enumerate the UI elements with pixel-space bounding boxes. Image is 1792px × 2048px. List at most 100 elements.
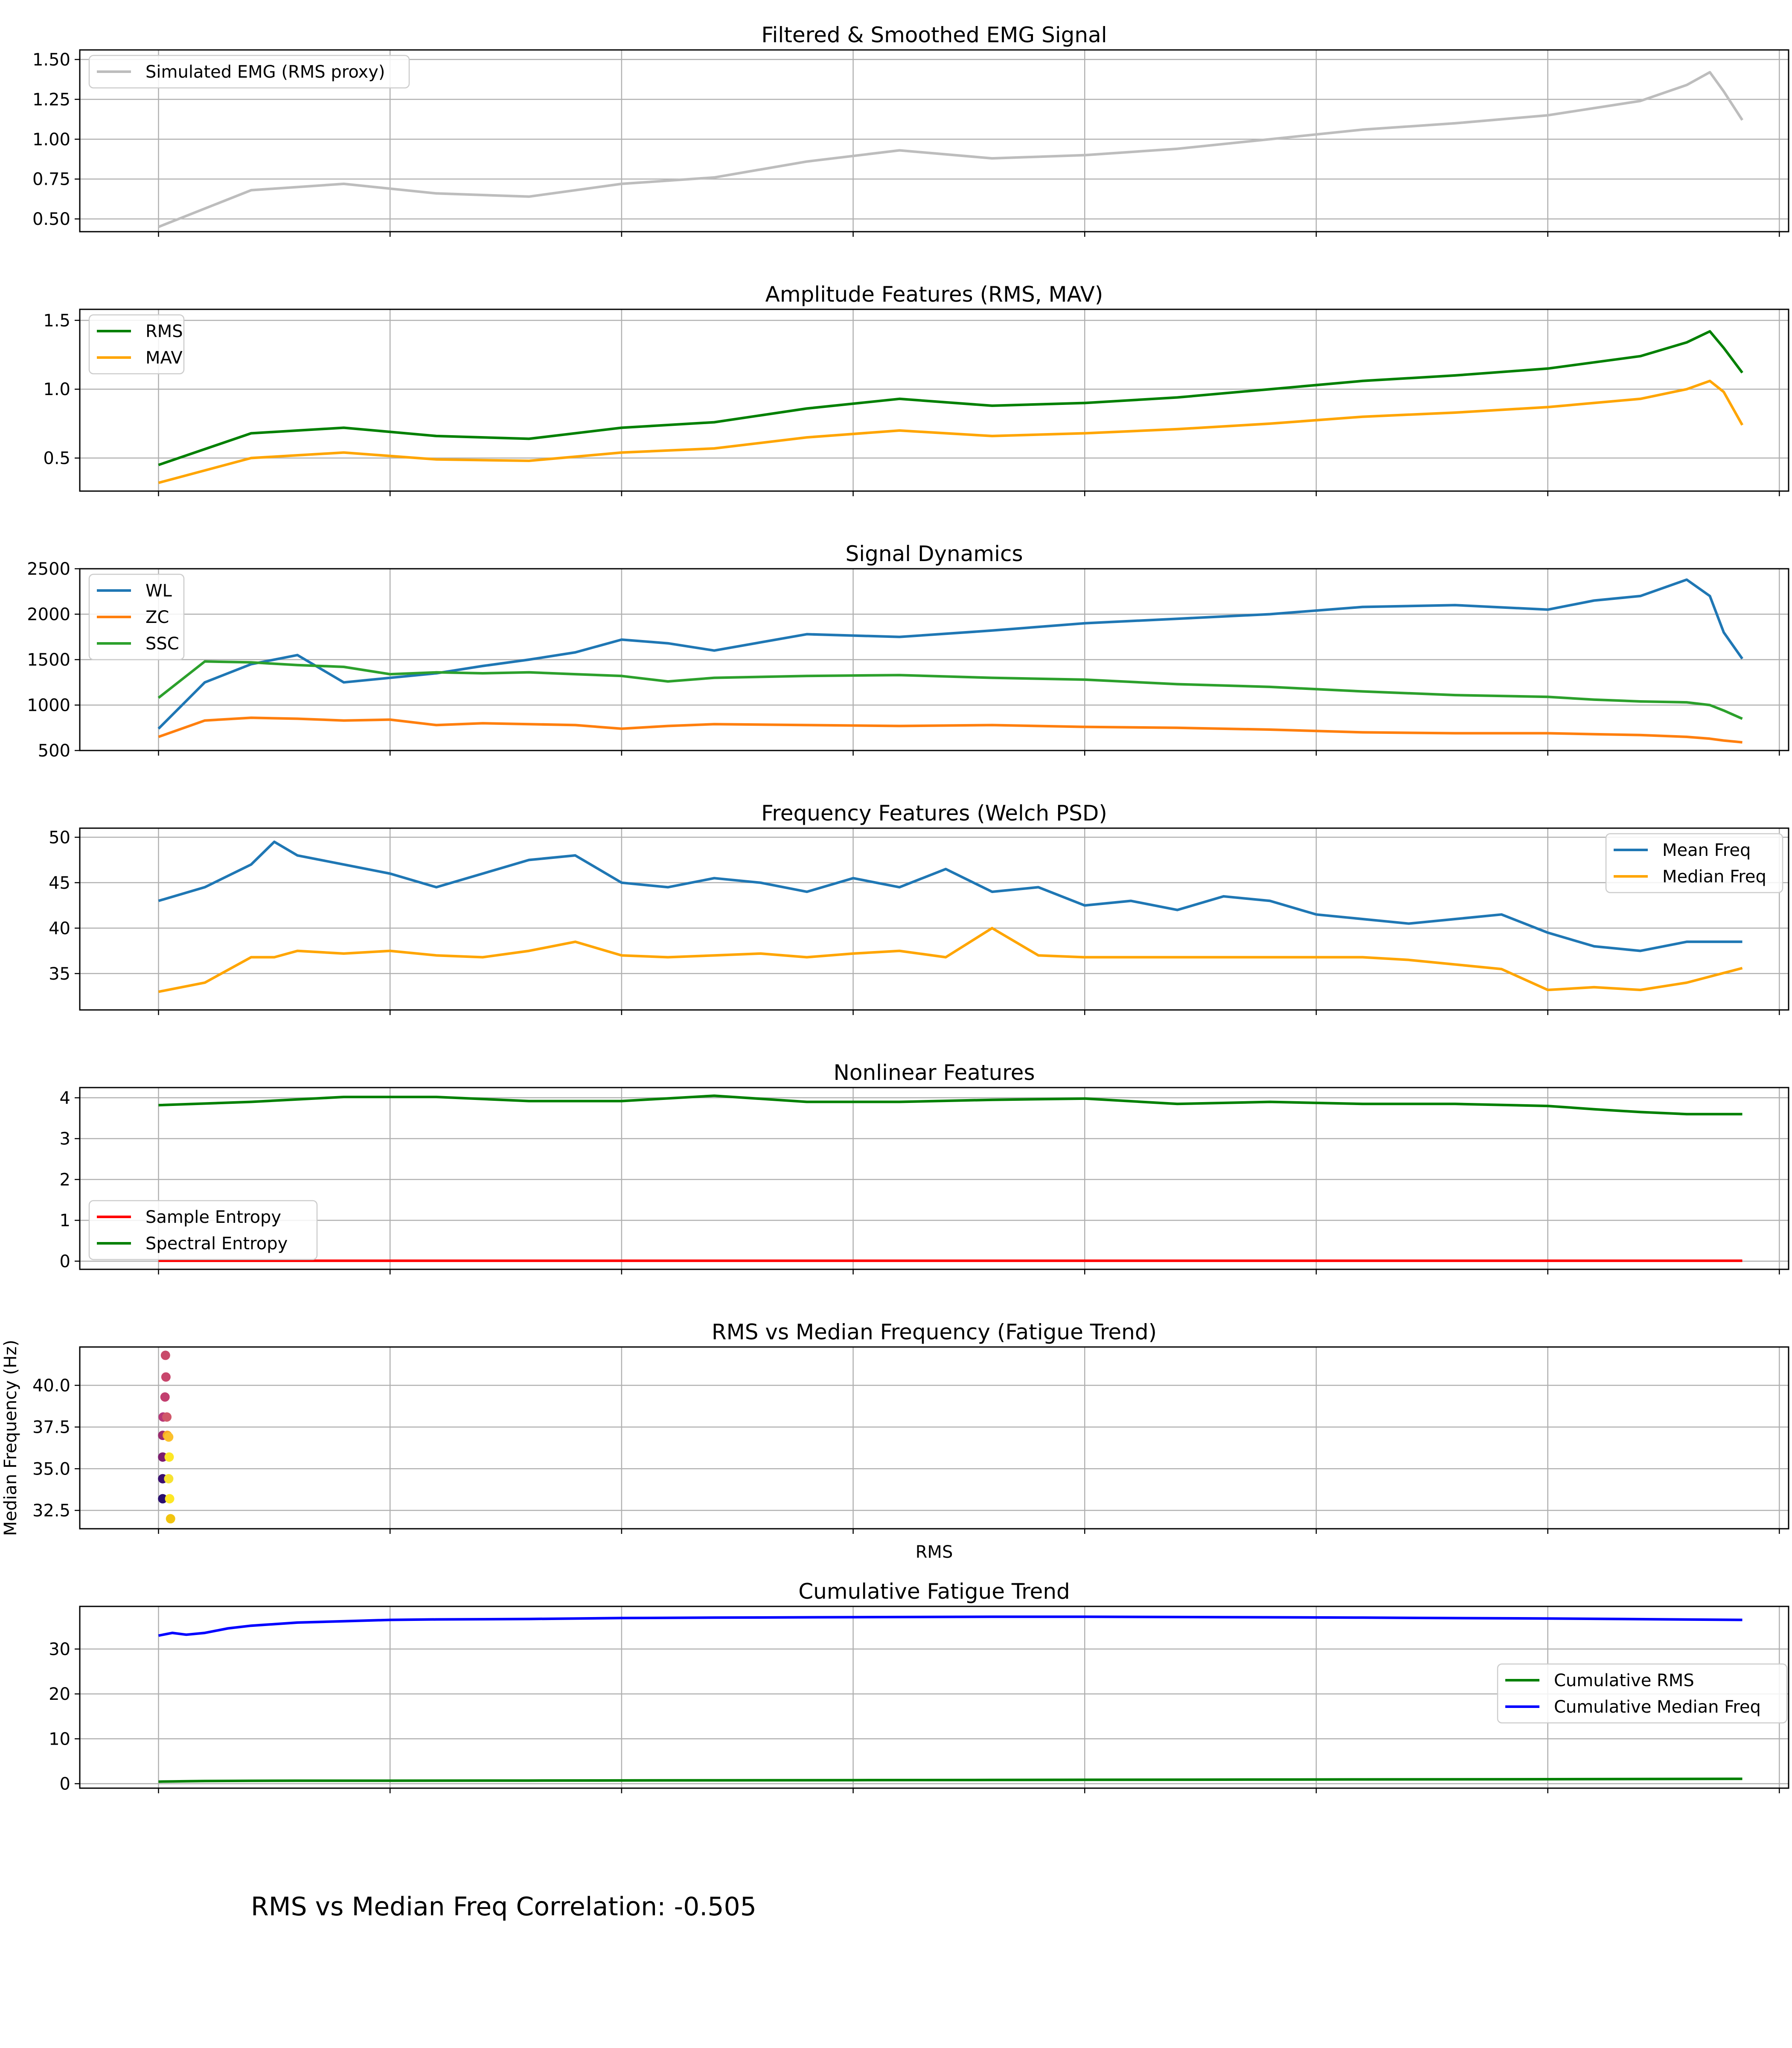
- series-line: [158, 927, 1743, 993]
- axes-frame: [79, 1346, 1789, 1530]
- y-tick-label: 40.0: [32, 1376, 70, 1396]
- axes-frame: [79, 49, 1789, 233]
- chart-panel-5: Nonlinear Features 0 1 2 3 4 Sample Entropy Spe…: [60, 1060, 1789, 1274]
- series-line: [158, 1615, 1743, 1637]
- series-line: [158, 330, 1743, 466]
- grid: [80, 1088, 1789, 1269]
- grid: [80, 50, 1789, 232]
- legend-label: Cumulative Median Freq: [1554, 1697, 1761, 1717]
- y-tick-label: 45: [49, 873, 70, 893]
- axes-frame: [79, 568, 1789, 751]
- legend-label: Simulated EMG (RMS proxy): [145, 62, 385, 82]
- axes-frame: [79, 308, 1789, 492]
- chart-title: Filtered & Smoothed EMG Signal: [761, 23, 1107, 47]
- legend: Mean Freq Median Freq: [1605, 833, 1783, 893]
- scatter-point: [161, 1372, 171, 1382]
- axes-frame: [79, 827, 1789, 1011]
- scatter-point: [160, 1350, 170, 1360]
- legend-label: Mean Freq: [1662, 841, 1751, 860]
- legend-frame: [88, 573, 185, 660]
- y-tick-label: 1.0: [43, 380, 70, 399]
- series-line: [158, 379, 1744, 484]
- legend-label: MAV: [145, 348, 183, 368]
- axes-frame: [79, 1087, 1789, 1270]
- chart-panel-1: Filtered & Smoothed EMG Signal 0.50 0.75 1.…: [32, 23, 1789, 237]
- y-tick-label: 1500: [27, 650, 70, 670]
- y-tick-label: 0.50: [32, 209, 70, 229]
- scatter-point: [166, 1514, 175, 1524]
- series-line: [157, 578, 1743, 730]
- scatter-point: [158, 1494, 168, 1504]
- legend: Cumulative RMS Cumulative Median Freq: [1497, 1663, 1788, 1724]
- y-tick-label: 50: [49, 828, 70, 847]
- chart-panel-3: Signal Dynamics 500 1000 1500 2000 2500 WL ZC SS…: [27, 541, 1789, 761]
- y-tick-label: 1.00: [32, 130, 70, 149]
- scatter-point: [162, 1412, 172, 1422]
- legend-label: Spectral Entropy: [145, 1234, 288, 1254]
- legend-label: Median Freq: [1662, 867, 1766, 887]
- grid: [80, 309, 1789, 491]
- legend: Simulated EMG (RMS proxy): [88, 55, 410, 89]
- legend-label: Sample Entropy: [145, 1207, 281, 1227]
- series-line: [158, 841, 1743, 952]
- scatter-point: [164, 1432, 174, 1442]
- scatter-point: [165, 1494, 175, 1504]
- legend: WL ZC SSC: [88, 573, 185, 660]
- legend-frame: [88, 1200, 318, 1260]
- y-tick-label: 35.0: [32, 1459, 70, 1479]
- grid: [80, 1606, 1789, 1788]
- legend-label: Cumulative RMS: [1554, 1671, 1694, 1690]
- chart-title: Amplitude Features (RMS, MAV): [765, 282, 1103, 307]
- legend-frame: [1497, 1663, 1788, 1724]
- series-line: [157, 660, 1743, 720]
- scatter-point: [164, 1452, 174, 1462]
- y-tick-label: 1000: [27, 696, 70, 716]
- legend-frame: [88, 55, 410, 89]
- series-line: [158, 71, 1744, 228]
- y-tick-label: 40: [49, 919, 70, 938]
- y-tick-label: 10: [49, 1729, 70, 1749]
- y-tick-label: 35: [49, 964, 70, 984]
- chart-panel-7: Cumulative Fatigue Trend 0 10 20 30 Cumulativ…: [49, 1579, 1789, 1794]
- y-tick-label: 1.50: [32, 50, 70, 70]
- chart-panel-4: Frequency Features (Welch PSD) 35 40 45 50 Me…: [49, 801, 1789, 1015]
- series-line: [158, 1777, 1743, 1783]
- y-tick-label: 2000: [27, 605, 70, 625]
- y-tick-label: 0: [60, 1774, 70, 1794]
- scatter-point: [164, 1474, 174, 1484]
- legend: Sample Entropy Spectral Entropy: [88, 1200, 318, 1260]
- y-tick-label: 2500: [27, 559, 70, 579]
- y-tick-label: 3: [60, 1129, 70, 1149]
- y-tick-label: 37.5: [32, 1418, 70, 1437]
- scatter-point: [160, 1392, 170, 1402]
- y-tick-label: 1: [60, 1211, 70, 1231]
- chart-title: Nonlinear Features: [834, 1060, 1035, 1085]
- chart-panel-6: RMS vs Median Frequency (Fatigue Trend) 3…: [1, 1320, 1789, 1562]
- y-tick-label: 0.5: [43, 449, 70, 468]
- y-tick-label: 0: [60, 1252, 70, 1271]
- chart-title: RMS vs Median Frequency (Fatigue Trend): [712, 1320, 1157, 1344]
- legend-frame: [88, 314, 185, 375]
- legend-label: RMS: [145, 322, 183, 341]
- y-tick-label: 32.5: [32, 1501, 70, 1521]
- axes-frame: [79, 1606, 1789, 1789]
- chart-title: Frequency Features (Welch PSD): [761, 801, 1107, 826]
- y-tick-label: 500: [38, 741, 70, 761]
- chart-title: Cumulative Fatigue Trend: [798, 1579, 1070, 1604]
- y-axis-label: Median Frequency (Hz): [1, 1340, 20, 1536]
- grid: [80, 828, 1789, 1010]
- y-tick-label: 4: [60, 1088, 70, 1108]
- legend-frame: [1605, 833, 1783, 893]
- legend-label: ZC: [145, 608, 169, 627]
- correlation-annotation: RMS vs Median Freq Correlation: -0.505: [251, 1892, 756, 1922]
- scatter-point: [158, 1452, 168, 1462]
- series-line: [158, 716, 1743, 744]
- y-tick-label: 2: [60, 1170, 70, 1190]
- y-tick-label: 1.25: [32, 90, 70, 110]
- chart-title: Signal Dynamics: [845, 541, 1023, 566]
- grid: [80, 1347, 1789, 1529]
- x-axis-label: RMS: [916, 1542, 953, 1562]
- y-tick-label: 0.75: [32, 170, 70, 189]
- legend: RMS MAV: [88, 314, 185, 375]
